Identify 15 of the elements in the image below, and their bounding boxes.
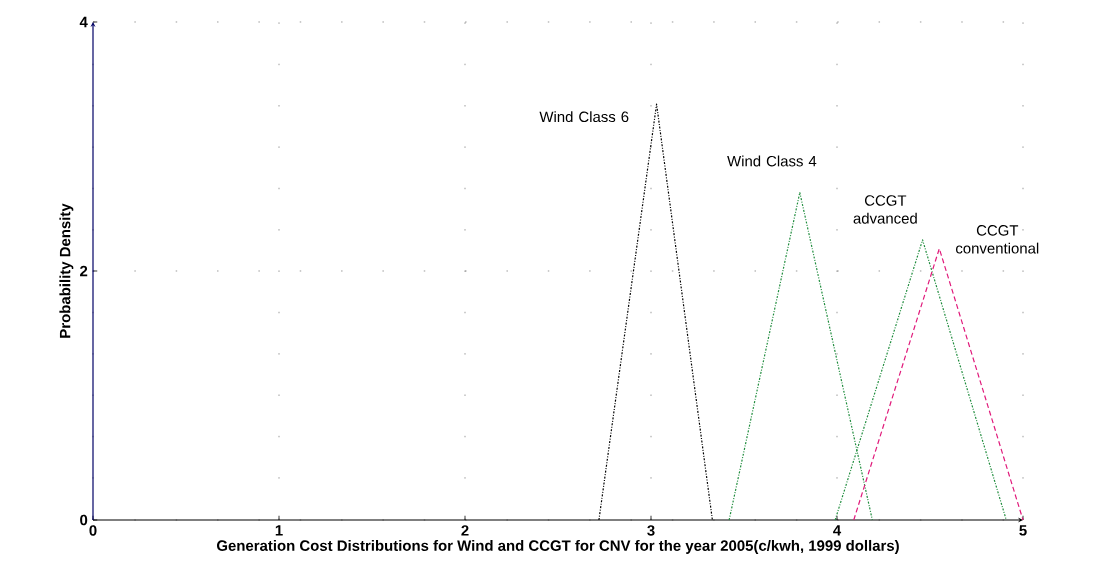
series-label: Wind Class 6 <box>539 111 629 123</box>
x-tick-label: 5 <box>1019 525 1027 536</box>
x-tick-label: 4 <box>833 525 842 536</box>
x-axis-title: Generation Cost Distributions for Wind and CCGT for CNV for the year 2005(c/kwh, 1999 dollars) <box>216 539 899 554</box>
x-tick-label: 3 <box>647 525 655 536</box>
series-label: CCGT conventional <box>955 225 1039 254</box>
series-label: CCGT advanced <box>853 195 917 224</box>
y-axis-title: Probability Density <box>59 203 74 338</box>
text: Wind Class 4 <box>727 155 817 167</box>
y-tick-label: 0 <box>80 514 88 526</box>
x-tick-label: 2 <box>461 525 469 536</box>
y-tick-label: 4 <box>79 16 88 28</box>
x-tick-label: 0 <box>89 525 97 536</box>
y-tick-label: 2 <box>80 265 88 277</box>
x-tick-label: 1 <box>275 525 283 536</box>
